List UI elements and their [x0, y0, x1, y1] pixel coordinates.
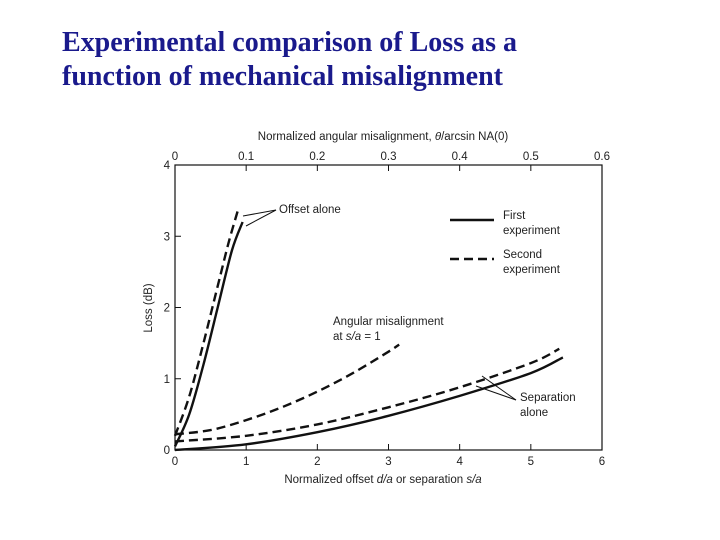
y-axis-title: Loss (dB) [143, 283, 155, 332]
series-separation-solid [174, 356, 564, 452]
annotation-separation-line-1: Separation [520, 392, 576, 404]
x-top-tick-label: 0.1 [238, 151, 254, 163]
annotations: Offset alone Angular misalignment at s/a… [242, 204, 576, 419]
x-top-tick-label: 0.5 [523, 151, 539, 163]
y-tick-label: 3 [164, 231, 170, 243]
slide-title: Experimental comparison of Loss as a fun… [62, 26, 682, 94]
annotation-separation-pointer-1 [475, 385, 517, 401]
annotation-separation-pointer-2 [481, 375, 517, 401]
annotation-angular-line-2: at s/a = 1 [333, 331, 381, 343]
chart-series [173, 210, 564, 452]
x-bottom-tick-label: 0 [172, 456, 178, 468]
legend-first-line-1: First [503, 210, 526, 222]
x-top-tick-label: 0.4 [452, 151, 469, 163]
legend-second-line-1: Second [503, 249, 542, 261]
series-offset-dashed [173, 210, 239, 437]
x-bottom-tick-label: 1 [243, 456, 249, 468]
y-tick-label: 0 [164, 445, 170, 457]
legend-first-line-2: experiment [503, 225, 561, 237]
x-top-tick-label: 0.3 [381, 151, 397, 163]
x-top-tick-label: 0.6 [594, 151, 610, 163]
annotation-separation-line-2: alone [520, 407, 548, 419]
x-bottom-tick-label: 6 [599, 456, 605, 468]
x-top-tick-label: 0.2 [309, 151, 325, 163]
y-tick-label: 4 [164, 160, 171, 172]
annotation-angular-line-1: Angular misalignment [333, 316, 444, 328]
x-bottom-tick-label: 2 [314, 456, 320, 468]
x-bottom-tick-label: 4 [456, 456, 463, 468]
legend-second-line-2: experiment [503, 264, 561, 276]
annotation-offset-pointer-1 [242, 209, 277, 217]
series-angular-dashed [174, 343, 400, 436]
y-tick-label: 2 [164, 303, 170, 315]
x-bottom-tick-label: 3 [385, 456, 391, 468]
series-offset-solid [173, 221, 244, 447]
slide-title-line-2: function of mechanical misalignment [62, 61, 503, 92]
x-axis-bottom-title: Normalized offset d/a or separation s/a [284, 474, 481, 486]
x-axis-top-title: Normalized angular misalignment, θ/arcsi… [258, 131, 509, 143]
x-bottom-tick-label: 5 [528, 456, 534, 468]
slide-title-line-1: Experimental comparison of Loss as a [62, 27, 517, 58]
annotation-offset-alone: Offset alone [279, 204, 341, 216]
y-tick-label: 1 [164, 374, 170, 386]
annotation-offset-pointer-2 [245, 209, 277, 227]
legend: First experiment Second experiment [450, 210, 561, 276]
x-top-tick-label: 0 [172, 151, 178, 163]
axis-ticks: 0 1 2 3 4 5 6 0 0.1 0.2 0.3 0.4 0.5 0.6 0 1 2 3 4 [164, 151, 610, 468]
series-separation-dashed [174, 347, 560, 443]
